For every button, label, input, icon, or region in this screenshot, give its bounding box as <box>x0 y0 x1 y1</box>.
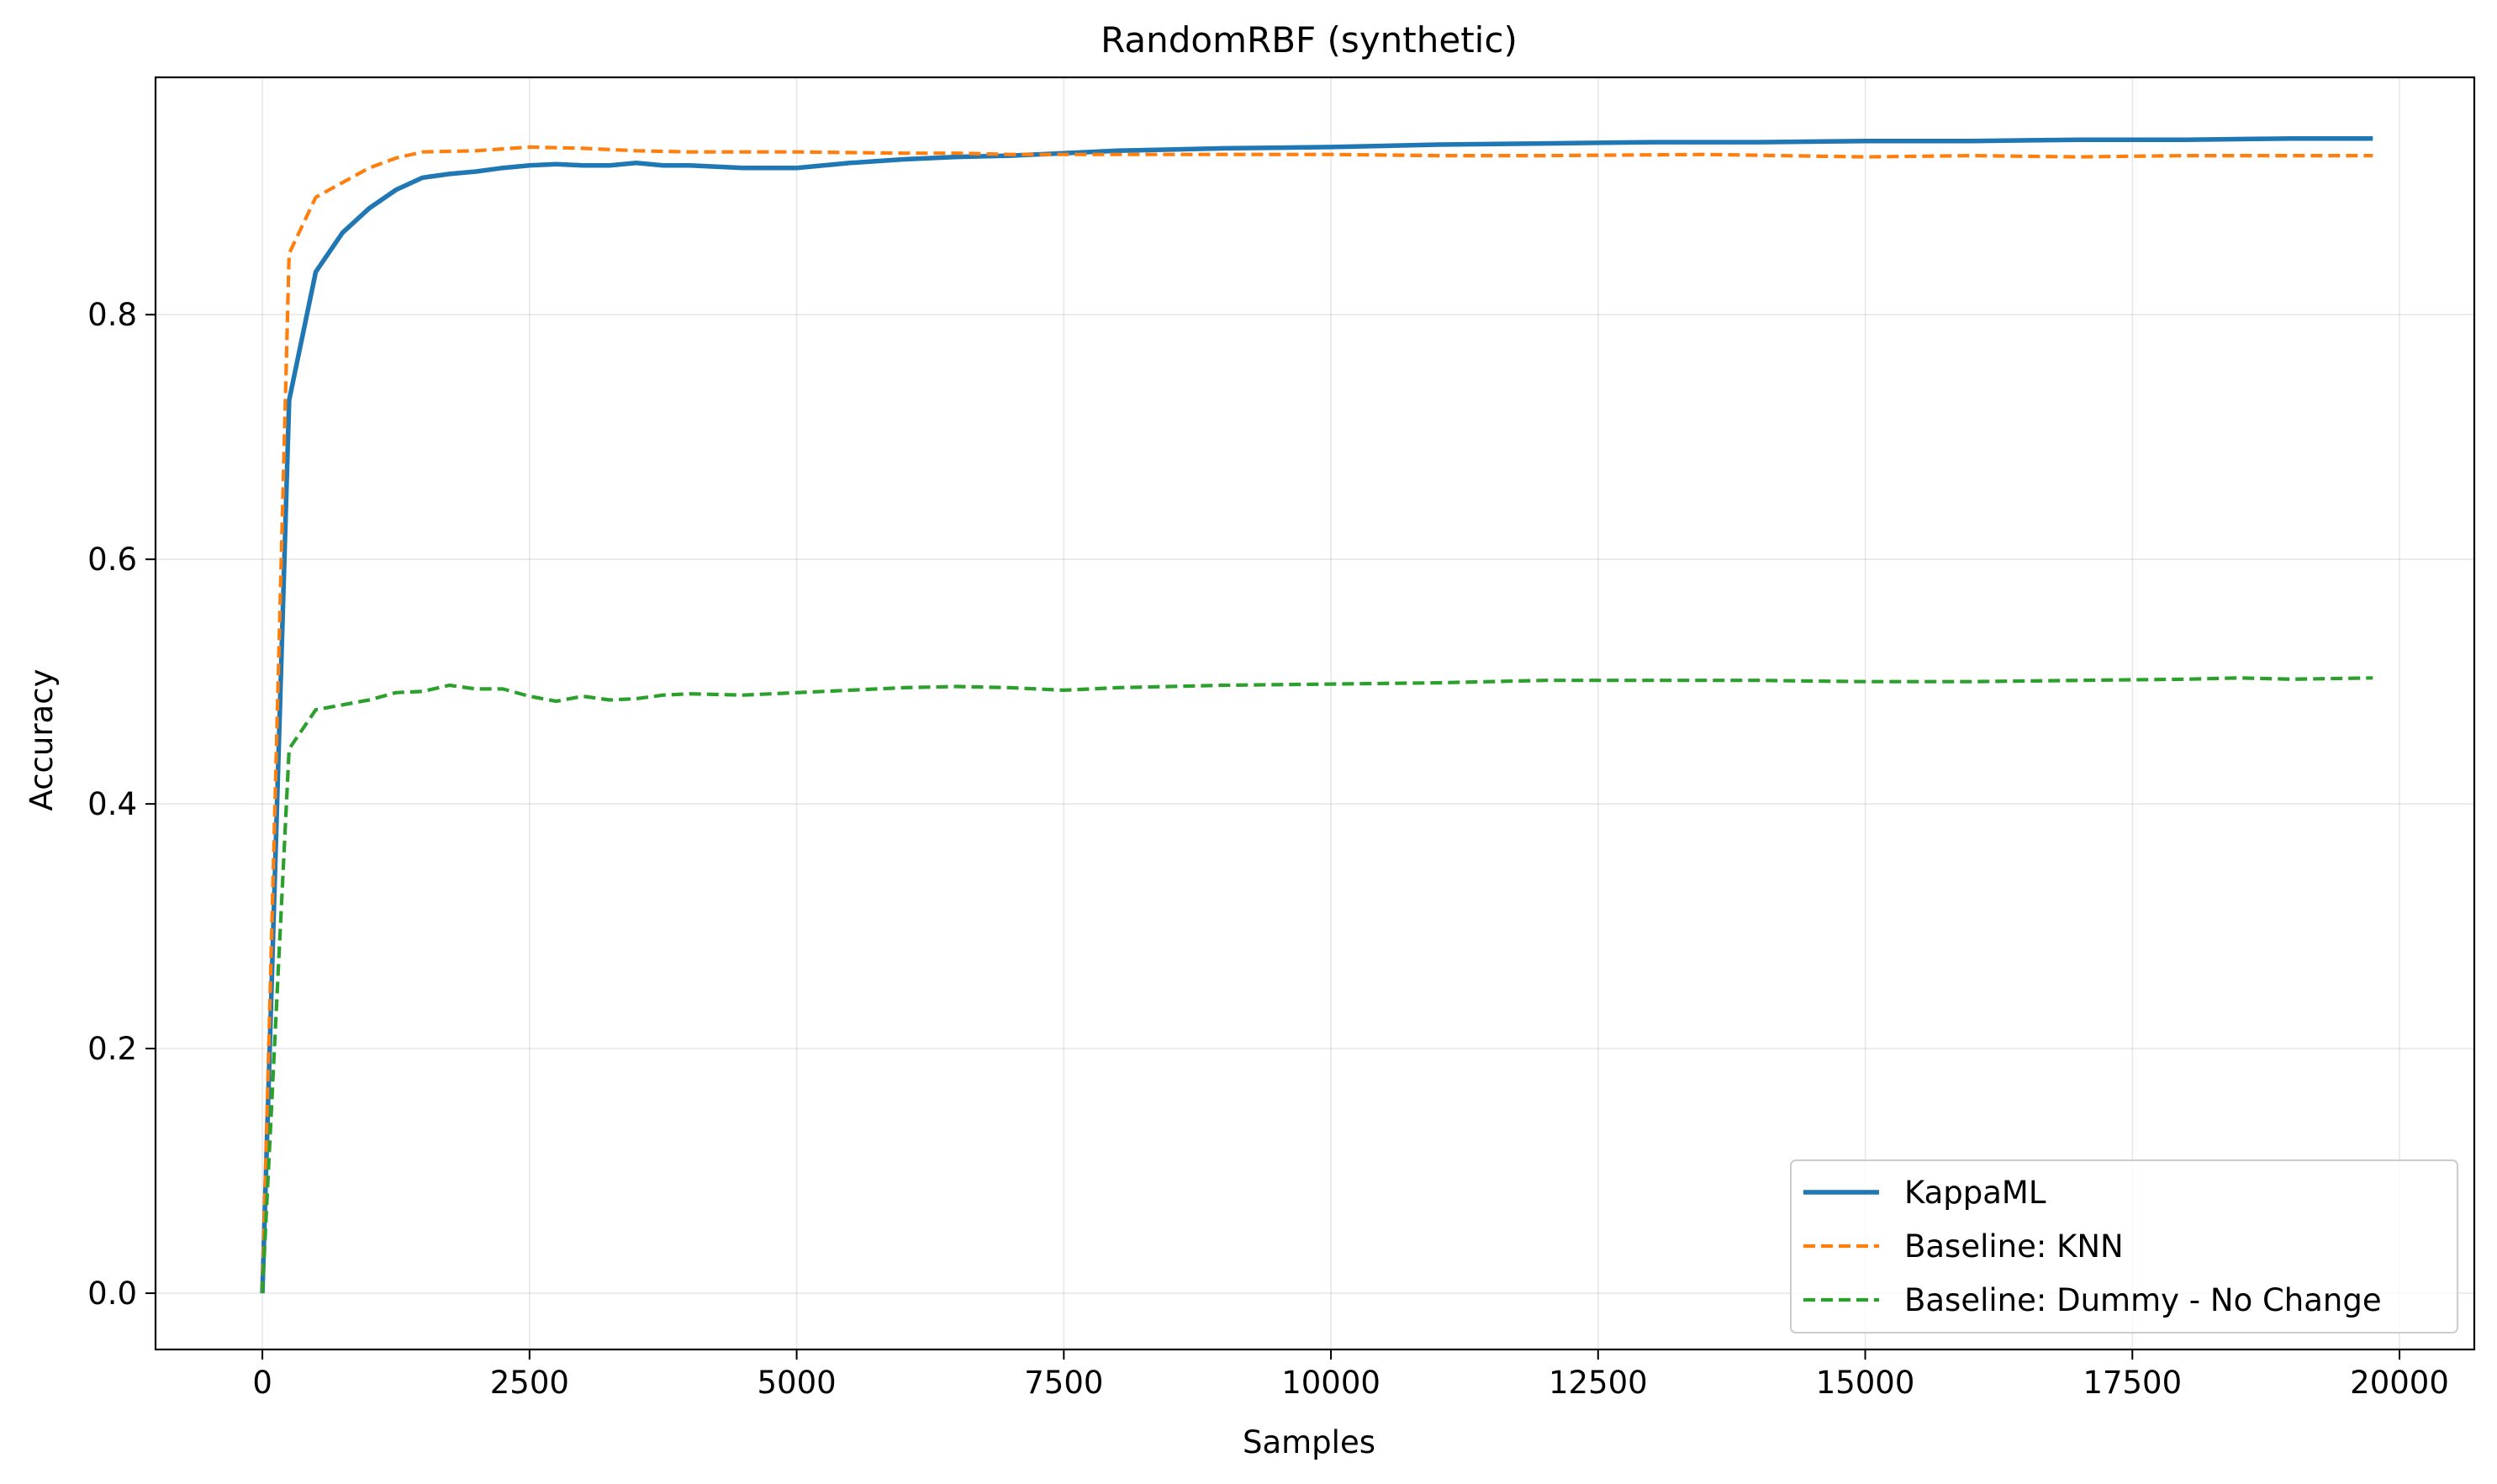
x-tick-label: 7500 <box>1024 1365 1103 1401</box>
y-tick-label: 0.6 <box>87 541 137 578</box>
legend-label-3: Baseline: Dummy - No Change <box>1904 1282 2382 1318</box>
x-tick-label: 15000 <box>1816 1365 1915 1401</box>
y-tick-label: 0.8 <box>87 297 137 333</box>
y-tick-label: 0.2 <box>87 1031 137 1067</box>
x-tick-label: 17500 <box>2083 1365 2182 1401</box>
legend-label-2: Baseline: KNN <box>1904 1228 2124 1265</box>
series-line-3 <box>261 676 2373 1294</box>
y-tick-label: 0.0 <box>87 1275 137 1312</box>
axis-ticks: 0 2500 5000 7500 10000 12500 15000 17500 20000 0.… <box>87 297 2449 1401</box>
legend-label-1: KappaML <box>1904 1175 2046 1211</box>
legend-box <box>1790 1159 2458 1333</box>
y-axis-label: Accuracy <box>24 669 60 811</box>
x-tick-label: 2500 <box>490 1365 569 1401</box>
x-axis-label: Samples <box>1243 1424 1375 1460</box>
series-lines <box>260 135 2373 1294</box>
chart-title: RandomRBF (synthetic) <box>1101 19 1518 61</box>
x-tick-label: 5000 <box>757 1365 836 1401</box>
x-tick-label: 12500 <box>1549 1365 1648 1401</box>
x-tick-label: 10000 <box>1281 1365 1380 1401</box>
x-tick-label: 20000 <box>2350 1365 2449 1401</box>
y-tick-label: 0.4 <box>87 786 137 822</box>
series-line-1 <box>260 135 2373 1294</box>
plot-frame <box>154 76 2476 1351</box>
x-tick-label: 0 <box>252 1365 272 1401</box>
legend: KappaML Baseline: KNN Baseline: Dummy - No… <box>1790 1159 2458 1333</box>
